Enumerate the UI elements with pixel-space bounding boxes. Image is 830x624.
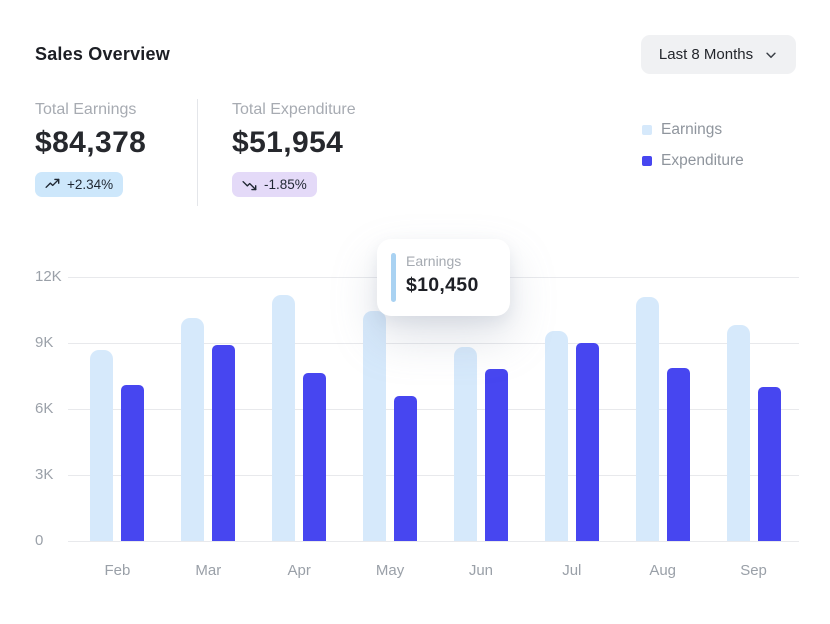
x-label-jul: Jul xyxy=(562,562,582,579)
bar-chart-plot xyxy=(68,277,799,542)
x-label-apr: Apr xyxy=(287,562,311,579)
x-label-sep: Sep xyxy=(740,562,767,579)
chevron-down-icon xyxy=(764,48,778,62)
bar-expenditure-jul[interactable] xyxy=(575,343,599,541)
x-label-may: May xyxy=(375,562,405,579)
stat-change: +2.34% xyxy=(67,177,114,192)
stat-value: $51,954 xyxy=(232,126,344,159)
bar-group-mar xyxy=(163,277,254,541)
y-tick-12k: 12K xyxy=(35,268,62,285)
stat-total-earnings: Total Earnings $84,378 +2.34% xyxy=(35,101,146,197)
bar-expenditure-apr[interactable] xyxy=(303,372,327,541)
bar-group-jul xyxy=(526,277,617,541)
expenditure-swatch-icon xyxy=(642,156,652,166)
stat-total-expenditure: Total Expenditure $51,954 -1.85% xyxy=(232,101,356,197)
y-axis: 12K 9K 6K 3K 0 xyxy=(35,268,65,549)
legend-label: Expenditure xyxy=(661,152,744,169)
gridline xyxy=(68,475,799,476)
y-tick-0: 0 xyxy=(35,532,44,549)
date-range-label: Last 8 Months xyxy=(658,46,754,63)
trend-up-icon xyxy=(45,177,60,192)
tooltip-value: $10,450 xyxy=(406,274,479,296)
earnings-swatch-icon xyxy=(642,125,652,135)
bar-group-jun xyxy=(436,277,527,541)
y-tick-9k: 9K xyxy=(35,334,54,351)
bar-group-apr xyxy=(254,277,345,541)
x-axis: Feb Mar Apr May Jun Jul Aug Sep xyxy=(68,562,799,579)
bar-earnings-mar[interactable] xyxy=(181,317,205,541)
bar-group-aug xyxy=(617,277,708,541)
stat-label: Total Expenditure xyxy=(232,101,356,118)
bar-group-may xyxy=(345,277,436,541)
bar-expenditure-aug[interactable] xyxy=(666,368,690,541)
x-label-aug: Aug xyxy=(649,562,677,579)
legend-item-earnings[interactable]: Earnings xyxy=(642,121,744,139)
stats-divider xyxy=(197,99,198,206)
stat-label: Total Earnings xyxy=(35,101,137,118)
chart-tooltip: Earnings $10,450 xyxy=(377,239,510,316)
bar-earnings-jul[interactable] xyxy=(544,330,568,541)
bar-earnings-jun[interactable] xyxy=(453,347,477,541)
gridline xyxy=(68,409,799,410)
legend-label: Earnings xyxy=(661,121,723,138)
bar-earnings-may[interactable] xyxy=(363,311,387,541)
stat-value: $84,378 xyxy=(35,126,147,159)
bar-earnings-feb[interactable] xyxy=(90,349,114,541)
bar-expenditure-mar[interactable] xyxy=(212,345,236,541)
earnings-change-badge: +2.34% xyxy=(35,172,124,197)
expenditure-change-badge: -1.85% xyxy=(232,172,317,197)
gridline xyxy=(68,541,799,542)
bar-earnings-sep[interactable] xyxy=(726,325,750,541)
tooltip-series-label: Earnings xyxy=(406,253,462,269)
tooltip-body: Earnings $10,450 xyxy=(406,253,479,297)
legend-item-expenditure[interactable]: Expenditure xyxy=(642,152,744,170)
x-label-feb: Feb xyxy=(104,562,131,579)
y-tick-3k: 3K xyxy=(35,466,54,483)
y-tick-6k: 6K xyxy=(35,400,54,417)
bar-expenditure-may[interactable] xyxy=(394,395,418,541)
bar-expenditure-jun[interactable] xyxy=(484,369,508,541)
bar-earnings-aug[interactable] xyxy=(635,296,659,541)
bar-group-feb xyxy=(72,277,163,541)
bar-group-sep xyxy=(708,277,799,541)
x-label-jun: Jun xyxy=(468,562,494,579)
stat-change: -1.85% xyxy=(264,177,307,192)
bar-earnings-apr[interactable] xyxy=(272,294,296,541)
tooltip-accent-bar xyxy=(391,253,396,302)
trend-down-icon xyxy=(242,177,257,192)
gridline xyxy=(68,343,799,344)
page-title: Sales Overview xyxy=(35,44,170,64)
date-range-dropdown[interactable]: Last 8 Months xyxy=(641,35,796,74)
chart-legend: Earnings Expenditure xyxy=(642,121,744,170)
bar-expenditure-feb[interactable] xyxy=(121,384,145,541)
x-label-mar: Mar xyxy=(195,562,222,579)
bar-expenditure-sep[interactable] xyxy=(757,387,781,541)
